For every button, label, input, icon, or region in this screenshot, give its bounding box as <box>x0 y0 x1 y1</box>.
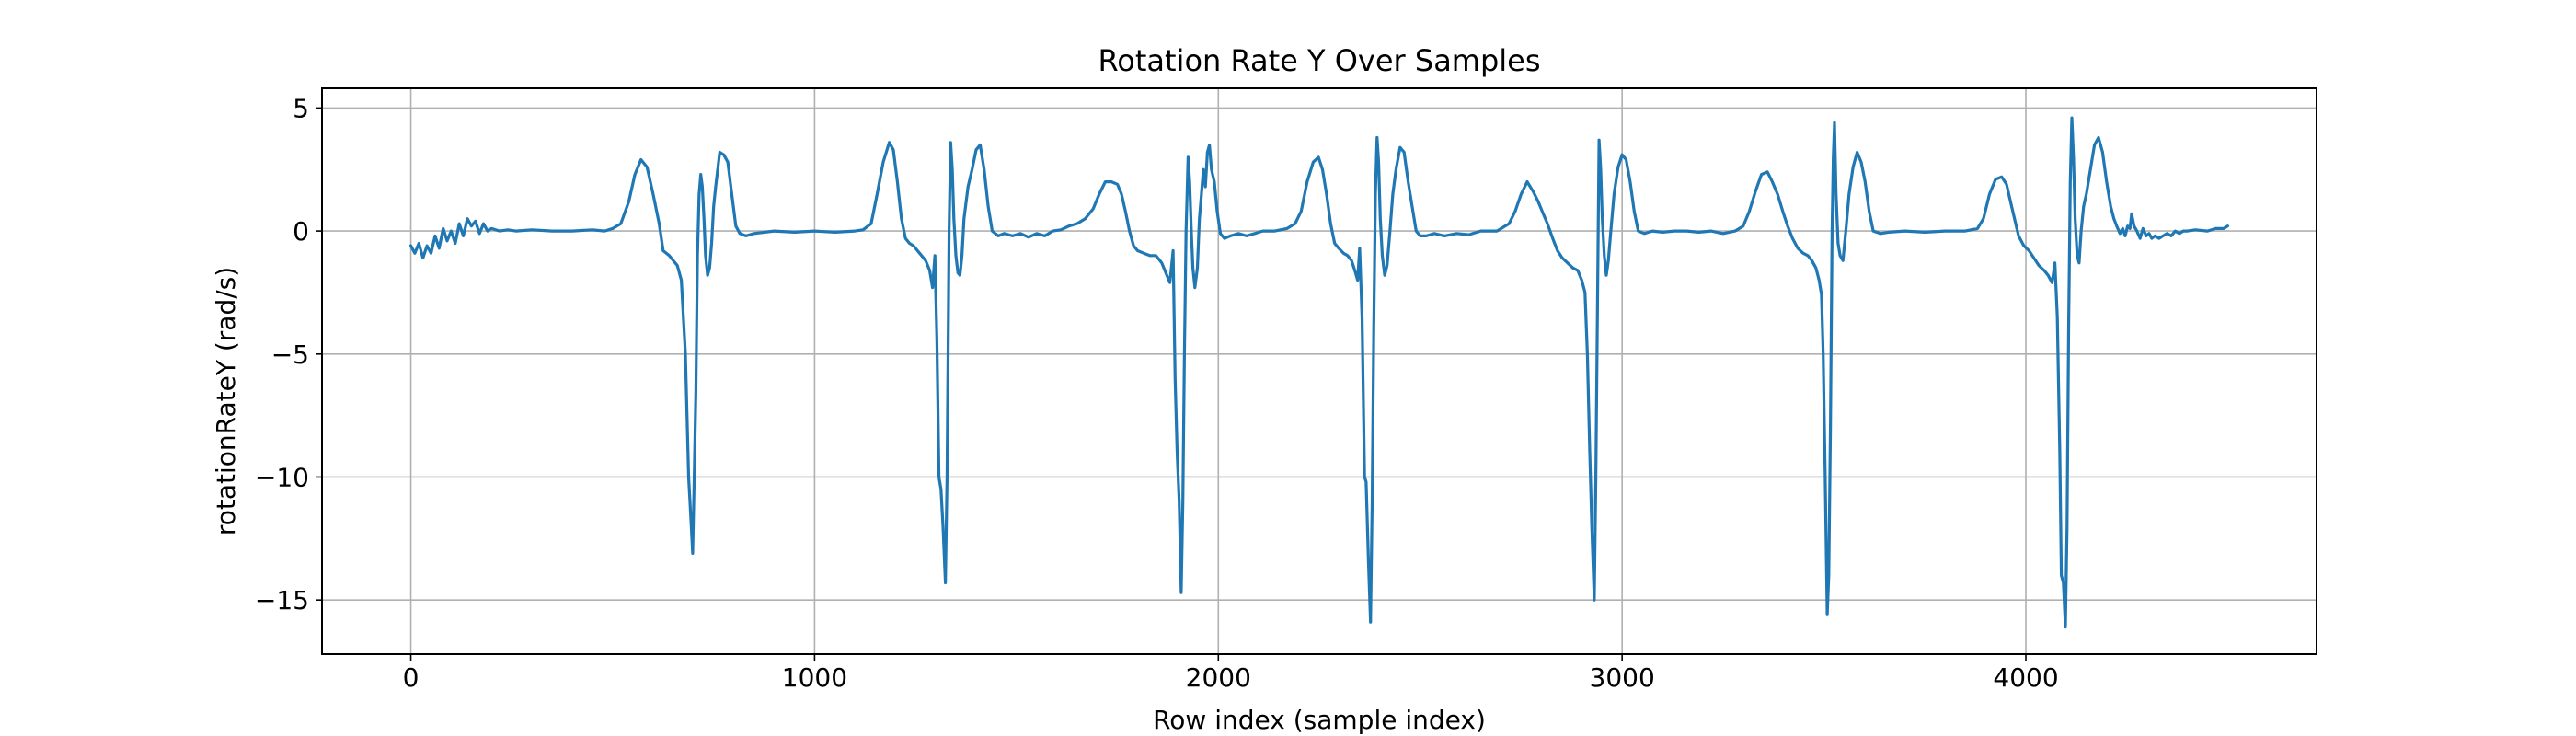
y-tick-label: −5 <box>271 339 309 370</box>
x-tick-label: 2000 <box>1186 662 1251 693</box>
series-line <box>409 116 2229 629</box>
tick-layer: 0 1000 2000 3000 4000 5 0 −5 −10 −15 <box>255 93 2059 693</box>
x-tick-label: 3000 <box>1590 662 1655 693</box>
chart-title: Rotation Rate Y Over Samples <box>1098 43 1540 78</box>
y-axis-label: rotationRateY (rad/s) <box>211 267 241 535</box>
plot-frame <box>321 87 2317 655</box>
y-tick-label: 5 <box>293 93 309 123</box>
x-tick-label: 4000 <box>1993 662 2058 693</box>
x-tick-label: 1000 <box>782 662 847 693</box>
series-layer <box>409 116 2229 629</box>
grid-layer <box>322 88 2317 654</box>
x-axis-label: Row index (sample index) <box>1153 705 1486 735</box>
y-tick-label: −10 <box>255 462 309 492</box>
x-tick-label: 0 <box>403 662 420 693</box>
y-tick-label: 0 <box>293 216 309 247</box>
y-tick-label: −15 <box>255 585 309 615</box>
